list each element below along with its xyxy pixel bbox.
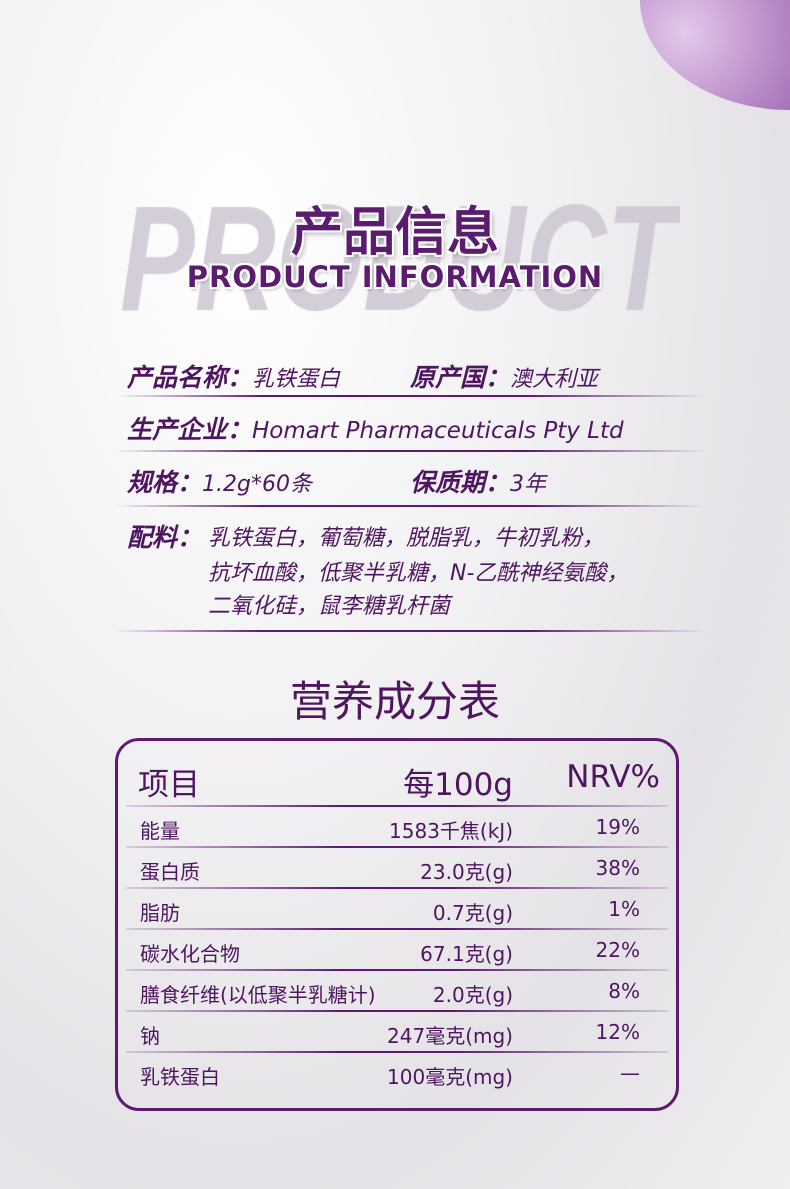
label: 配料： bbox=[127, 523, 203, 552]
ingredients-line: 抗坏血酸，低聚半乳糖，N-乙酰神经氨酸， bbox=[208, 561, 629, 586]
nutrition-table: 项目 每100g NRV% 能量 1583千焦(kJ) 19% 蛋白质 23.0克(g)… bbox=[115, 738, 679, 1111]
page-subtitle: PRODUCT INFORMATION bbox=[186, 260, 604, 294]
row-divider bbox=[126, 846, 668, 848]
row-divider bbox=[126, 928, 668, 930]
table-row: 膳食纤维(以低聚半乳糖计) 2.0克(g) 8% bbox=[118, 969, 676, 1010]
row-divider bbox=[126, 1010, 668, 1012]
divider bbox=[115, 395, 705, 397]
ingredients-label: 配料： bbox=[127, 518, 202, 554]
label: 产品名称： bbox=[127, 363, 253, 392]
cell: — bbox=[620, 1061, 640, 1085]
cell: 蛋白质 bbox=[140, 860, 200, 884]
value: 乳铁蛋白 bbox=[252, 367, 341, 392]
row-divider bbox=[126, 887, 668, 889]
ingredients-line: 乳铁蛋白，葡萄糖，脱脂乳，牛初乳粉， bbox=[208, 526, 605, 551]
cell: 12% bbox=[595, 1020, 640, 1044]
label: 保质期： bbox=[410, 468, 511, 497]
cell: 1% bbox=[608, 897, 640, 921]
row-divider bbox=[126, 805, 668, 807]
cell: 100毫克(mg) bbox=[387, 1065, 513, 1089]
info-row-maker: 生产企业：Homart Pharmaceuticals Pty Ltd bbox=[127, 410, 624, 446]
divider bbox=[115, 505, 705, 507]
cell: 膳食纤维(以低聚半乳糖计) bbox=[140, 983, 376, 1007]
header-nrv: NRV% bbox=[566, 759, 660, 795]
label: 原产国： bbox=[410, 363, 511, 392]
table-row: 蛋白质 23.0克(g) 38% bbox=[118, 846, 676, 887]
cell: 19% bbox=[595, 815, 640, 839]
ingredients-line: 二氧化硅，鼠李糖乳杆菌 bbox=[208, 594, 451, 619]
header-item: 项目 bbox=[138, 767, 200, 803]
table-row: 脂肪 0.7克(g) 1% bbox=[118, 887, 676, 928]
table-row: 乳铁蛋白 100毫克(mg) — bbox=[118, 1051, 676, 1092]
table-row: 碳水化合物 67.1克(g) 22% bbox=[118, 928, 676, 969]
row-divider bbox=[126, 969, 668, 971]
value: 1.2g*60条 bbox=[202, 472, 312, 497]
cell: 67.1克(g) bbox=[420, 942, 513, 966]
row-divider bbox=[126, 1051, 668, 1053]
cell: 钠 bbox=[140, 1024, 160, 1048]
decorative-blob bbox=[640, 0, 790, 110]
cell: 1583千焦(kJ) bbox=[389, 819, 513, 843]
cell: 2.0克(g) bbox=[432, 983, 513, 1007]
cell: 乳铁蛋白 bbox=[140, 1065, 220, 1089]
cell: 22% bbox=[595, 938, 640, 962]
cell: 0.7克(g) bbox=[432, 901, 513, 925]
header-per100g: 每100g bbox=[403, 767, 513, 803]
divider bbox=[115, 450, 705, 452]
info-row-shelf: 保质期：3年 bbox=[410, 463, 546, 499]
value: 澳大利亚 bbox=[510, 367, 599, 392]
value: Homart Pharmaceuticals Pty Ltd bbox=[252, 418, 624, 444]
cell: 能量 bbox=[140, 819, 180, 843]
info-row-name: 产品名称：乳铁蛋白 bbox=[127, 358, 340, 394]
table-row: 钠 247毫克(mg) 12% bbox=[118, 1010, 676, 1051]
cell: 8% bbox=[608, 979, 640, 1003]
divider bbox=[115, 630, 705, 632]
watermark-image bbox=[120, 160, 680, 330]
value: 3年 bbox=[510, 472, 547, 497]
cell: 247毫克(mg) bbox=[387, 1024, 513, 1048]
cell: 脂肪 bbox=[140, 901, 180, 925]
cell: 碳水化合物 bbox=[140, 942, 240, 966]
cell: 23.0克(g) bbox=[420, 860, 513, 884]
label: 生产企业： bbox=[127, 415, 253, 444]
cell: 38% bbox=[595, 856, 640, 880]
table-row: 能量 1583千焦(kJ) 19% bbox=[118, 805, 676, 846]
page-title: 产品信息 bbox=[290, 203, 499, 263]
info-row-spec: 规格：1.2g*60条 bbox=[127, 463, 312, 499]
nutrition-title: 营养成分表 bbox=[289, 677, 500, 726]
label: 规格： bbox=[127, 468, 203, 497]
info-row-origin: 原产国：澳大利亚 bbox=[410, 358, 598, 394]
